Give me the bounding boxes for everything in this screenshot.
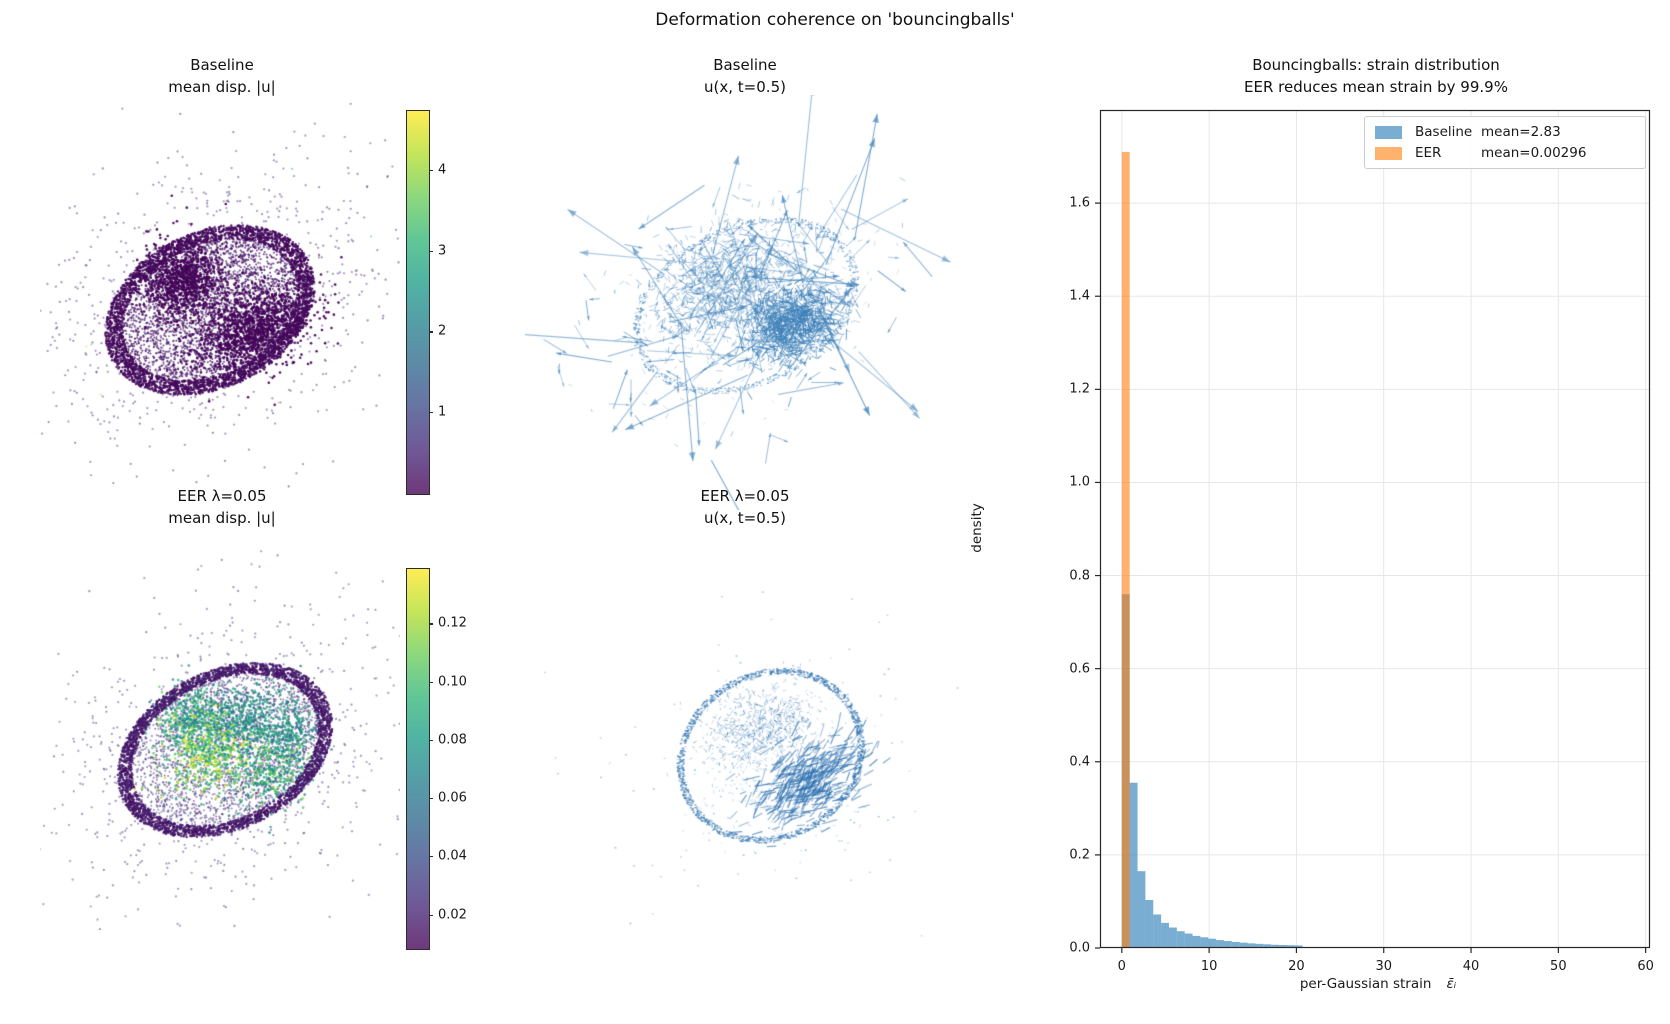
x-tick-label: 30 [1375, 959, 1392, 974]
legend-label: EER [1415, 145, 1442, 161]
colorbar-tick-label: 2 [438, 323, 447, 339]
hist-ylabel: density [969, 503, 985, 553]
colorbar-tick [429, 739, 433, 741]
hist-bar-baseline [1184, 933, 1193, 948]
hist-bar-baseline [1286, 945, 1295, 948]
histogram-plot [1095, 109, 1651, 953]
panel-title-histogram: Bouncingballs: strain distribution EER r… [1244, 54, 1508, 98]
hist-bar-baseline [1271, 944, 1279, 948]
y-tick-label: 1.4 [1069, 288, 1090, 304]
colorbar-tick-label: 0.12 [438, 615, 467, 631]
hist-bar-baseline [1255, 943, 1264, 948]
hist-xlabel: per-Gaussian strain ε̄ᵢ [1300, 976, 1456, 992]
eer-scatter-plot [40, 540, 400, 930]
x-tick-label: 0 [1117, 959, 1126, 974]
legend-label: Baseline [1415, 124, 1473, 140]
colorbar-tick [429, 331, 433, 333]
title-line: EER λ=0.05 [177, 487, 267, 505]
panel-title-baseline-scatter: Baseline mean disp. |u| [168, 54, 275, 98]
title-line: Baseline [190, 56, 254, 74]
x-tick-label: 40 [1462, 959, 1480, 974]
colorbar-tick-label: 0.02 [438, 907, 467, 922]
eer-quiver-plot [525, 535, 965, 940]
title-line: mean disp. |u| [168, 78, 276, 96]
colorbar-tick [429, 169, 433, 171]
x-tick-label: 20 [1288, 959, 1305, 974]
hist-bar-baseline [1278, 944, 1287, 948]
colorbar-tick-label: 0.10 [438, 674, 467, 690]
colorbar-eer [406, 568, 430, 950]
colorbar-tick [429, 914, 433, 916]
plot-border [1099, 109, 1651, 949]
hist-bar-baseline [1200, 937, 1209, 948]
hist-bar-baseline [1145, 900, 1154, 948]
colorbar-tick-label: 0.04 [438, 848, 467, 864]
hist-bar-baseline [1161, 922, 1169, 948]
panel-title-baseline-quiver: Baseline u(x, t=0.5) [704, 54, 786, 98]
title-line: u(x, t=0.5) [704, 78, 786, 96]
legend: Baseline mean=2.83 EER mean=0.00296 [1364, 116, 1646, 169]
baseline-quiver-plot [525, 95, 965, 510]
colorbar-tick [429, 250, 433, 252]
legend-item-eer: EER mean=0.00296 [1375, 145, 1635, 161]
legend-value: mean=2.83 [1481, 124, 1561, 140]
hist-bar-baseline [1247, 943, 1256, 948]
colorbar-tick [429, 856, 433, 858]
x-tick-label: 10 [1200, 959, 1218, 974]
colorbar-tick [429, 623, 433, 625]
colorbar-tick [429, 681, 433, 683]
hist-bar-eer [1121, 151, 1130, 948]
colorbar-baseline [406, 110, 430, 495]
colorbar-tick [429, 412, 433, 414]
y-tick-label: 0.6 [1069, 661, 1090, 677]
y-tick-label: 0.0 [1069, 940, 1090, 956]
hist-bar-baseline [1168, 927, 1177, 948]
y-tick-label: 1.2 [1069, 381, 1090, 397]
hist-xlabel-text: per-Gaussian strain [1299, 976, 1432, 992]
y-tick-label: 1.6 [1069, 195, 1090, 211]
hist-bar-baseline [1129, 782, 1138, 948]
title-line: mean disp. |u| [168, 509, 276, 527]
baseline-scatter-plot [40, 100, 400, 490]
panel-title-eer-scatter: EER λ=0.05 mean disp. |u| [168, 485, 275, 529]
colorbar-tick [429, 798, 433, 800]
colorbar-tick-label: 0.06 [438, 790, 467, 806]
figure-title: Deformation coherence on 'bouncingballs' [655, 10, 1015, 30]
hist-bar-baseline [1239, 942, 1248, 948]
y-tick-label: 0.8 [1069, 568, 1090, 584]
colorbar-tick-label: 3 [438, 243, 447, 259]
title-line: Baseline [713, 56, 777, 74]
legend-swatch-baseline [1375, 125, 1402, 139]
colorbar-tick-label: 0.08 [438, 732, 467, 748]
hist-bar-baseline [1231, 941, 1240, 948]
hist-bar-baseline [1263, 944, 1272, 948]
hist-bar-baseline [1208, 938, 1217, 948]
hist-bar-baseline [1137, 871, 1146, 948]
y-tick-label: 1.0 [1069, 474, 1090, 490]
hist-bar-baseline [1223, 941, 1232, 948]
hist-bar-baseline [1192, 935, 1201, 948]
colorbar-eer-gradient [406, 568, 430, 950]
y-tick-label: 0.4 [1069, 754, 1090, 770]
x-tick-label: 50 [1550, 959, 1567, 974]
legend-value: mean=0.00296 [1481, 145, 1587, 161]
legend-swatch-eer [1375, 146, 1402, 160]
legend-item-baseline: Baseline mean=2.83 [1375, 124, 1635, 140]
title-line: Bouncingballs: strain distribution [1252, 56, 1500, 74]
x-tick-label: 60 [1637, 959, 1654, 974]
hist-bar-baseline [1216, 940, 1224, 948]
title-line: u(x, t=0.5) [704, 509, 786, 527]
title-line: EER reduces mean strain by 99.9% [1244, 78, 1508, 96]
hist-bar-baseline [1153, 914, 1162, 948]
hist-bar-baseline [1176, 931, 1185, 948]
colorbar-tick-label: 1 [438, 404, 447, 420]
colorbar-tick-label: 4 [438, 162, 447, 178]
y-tick-label: 0.2 [1069, 847, 1090, 863]
hist-bar-baseline [1294, 945, 1303, 948]
hist-xlabel-symbol: ε̄ᵢ [1446, 976, 1457, 992]
colorbar-baseline-gradient [406, 110, 430, 495]
